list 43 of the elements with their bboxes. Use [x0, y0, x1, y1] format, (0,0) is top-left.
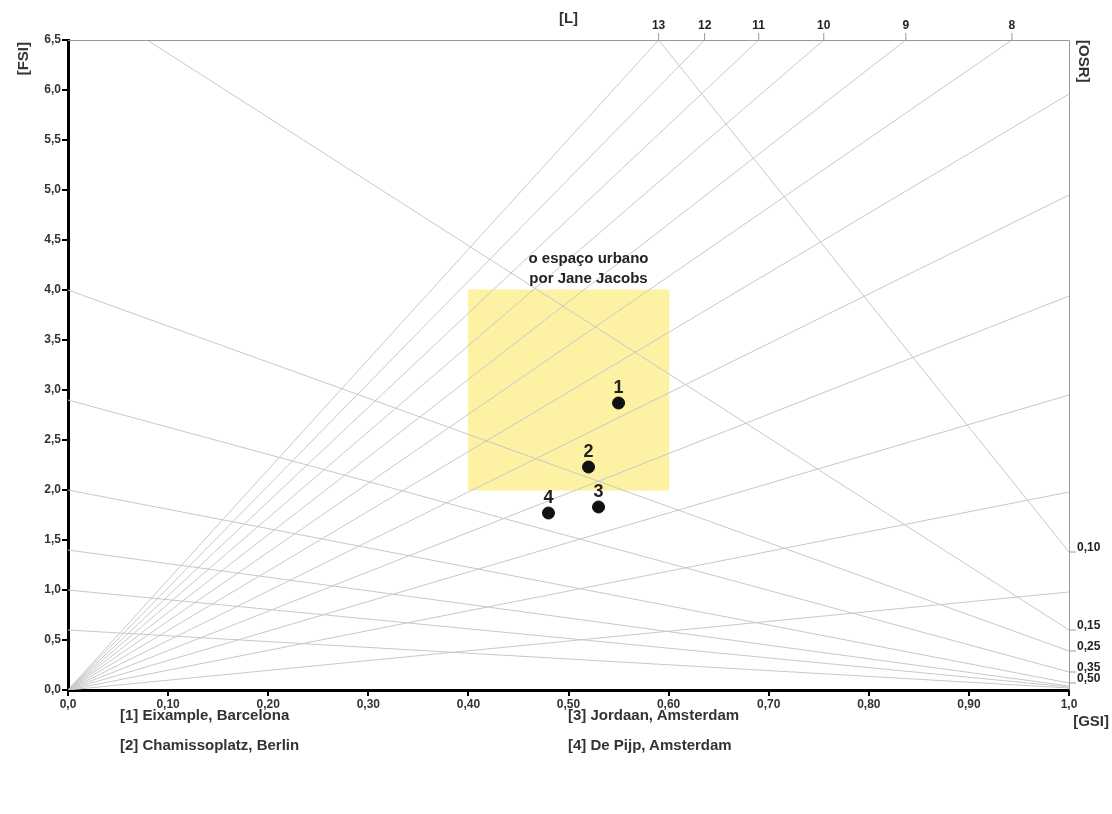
- x-tick-label: 0,80: [857, 696, 881, 711]
- y-tick-label: 4,0: [44, 282, 62, 297]
- annotation: 13: [651, 18, 666, 33]
- annotation: 4: [543, 487, 554, 507]
- x-tick-label: 0,90: [957, 696, 981, 711]
- annotation: o espaço urbano por Jane Jacobs: [528, 248, 649, 288]
- annotation: 12: [697, 18, 712, 33]
- y-tick-label: 3,0: [44, 382, 62, 397]
- x-tick-label: 0,70: [757, 696, 781, 711]
- annotation: 1: [613, 377, 624, 397]
- annotation: 11: [752, 18, 766, 33]
- y-tick-label: 2,0: [44, 482, 62, 497]
- y-tick-label: 4,5: [44, 232, 62, 247]
- x-tick-label: 0,30: [356, 696, 381, 711]
- x-tick-label: 0,40: [456, 696, 481, 711]
- annotation: 3: [593, 481, 604, 501]
- x-tick-label: 0,20: [256, 696, 281, 711]
- y2-axis-title: [OSR]: [1075, 40, 1093, 83]
- x-tick-label: 0,50: [556, 696, 581, 711]
- text: [2] Chamissoplatz, Berlin: [120, 736, 301, 755]
- y-tick-label: 3,5: [44, 332, 62, 347]
- x2-axis-title: [L]: [558, 8, 579, 26]
- y-tick-label: 0,0: [44, 682, 62, 697]
- y-tick-label: 6,0: [44, 82, 62, 97]
- text: [4] De Pijp, Amsterdam: [568, 736, 733, 755]
- annotation: 0,15: [1077, 618, 1101, 633]
- x-axis-title: [GSI]: [1073, 711, 1109, 729]
- annotation: 9: [902, 18, 910, 33]
- x-tick-label: 0,0: [59, 696, 77, 711]
- y-axis-title: [FSI]: [14, 42, 32, 76]
- y-tick-label: 2,5: [44, 432, 62, 447]
- annotation: 0,25: [1077, 639, 1101, 654]
- y-tick-label: 5,0: [44, 182, 62, 197]
- annotation: 2: [583, 441, 594, 461]
- annotation: 8: [1008, 18, 1016, 33]
- x-tick-label: 1,0: [1060, 696, 1078, 711]
- y-tick-label: 5,5: [44, 132, 62, 147]
- annotation: 10: [817, 18, 831, 33]
- y-tick-label: 6,5: [44, 32, 62, 47]
- y-tick-label: 0,5: [44, 632, 62, 647]
- annotation: 0,10: [1077, 540, 1101, 555]
- y-tick-label: 1,5: [44, 532, 62, 547]
- y-tick-label: 1,0: [44, 582, 62, 597]
